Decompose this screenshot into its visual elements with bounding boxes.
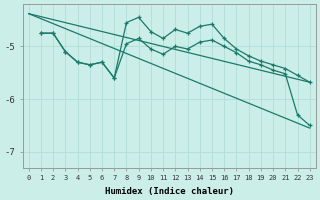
X-axis label: Humidex (Indice chaleur): Humidex (Indice chaleur): [105, 187, 234, 196]
